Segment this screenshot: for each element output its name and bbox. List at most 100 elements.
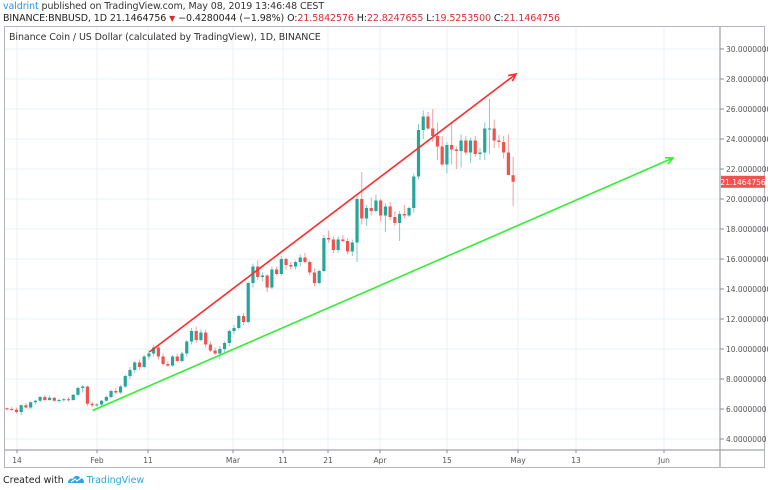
candle [416,124,421,180]
candle [14,407,19,414]
low-label: L: [426,13,435,24]
candle [341,235,345,243]
candle [407,206,411,217]
candle [104,395,108,402]
candle [227,329,231,346]
tradingview-brand-link[interactable]: TradingView [86,475,145,486]
candle [473,136,477,157]
candle [33,400,37,405]
candle [421,110,425,139]
high-label: H: [356,13,367,24]
candle [336,236,340,253]
candle [322,235,326,273]
publish-info: valdrint published on TradingView.com, M… [3,1,324,12]
chart-title: Binance Coin / US Dollar (calculated by … [9,32,321,43]
candle [161,353,165,366]
candle [275,266,279,276]
price-tick-label: 18.0000000 [726,225,768,234]
candle [19,404,23,415]
created-with-text: Created with [3,475,64,486]
time-tick-label: Apr [374,456,388,465]
author-link[interactable]: valdrint [3,1,39,12]
price-tick-label: 4.0000000 [726,435,767,444]
candle [62,397,66,402]
support-trendline[interactable] [92,156,675,412]
candle [170,355,175,367]
candle [350,239,354,256]
candle [246,281,250,324]
time-tick-label: Mar [226,456,241,465]
candle [383,203,387,232]
price-tick-label: 30.0000000 [726,45,768,54]
time-axis[interactable]: 14 Feb 11 Mar 11 21 Apr 15 May 13 Jun [12,450,670,465]
candle [487,98,492,154]
price-tick-label: 22.0000000 [726,165,768,174]
candle [222,341,227,352]
open-label: O: [287,13,298,24]
candle [303,253,307,264]
candle [118,385,123,394]
open-value: 21.5842576 [297,13,354,24]
candle [327,230,331,243]
candle [218,346,222,360]
candle [90,401,94,408]
candle [237,314,241,330]
price-tick-label: 24.0000000 [726,135,768,144]
candles [5,98,515,415]
resistance-trendline[interactable] [148,72,518,353]
down-triangle-icon: ▼ [169,14,176,23]
price-axis[interactable]: 30.0000000 28.0000000 26.0000000 24.0000000… [720,45,768,444]
candle [364,205,369,226]
candle [388,202,392,220]
candle [289,262,293,270]
candle [440,136,444,166]
candle [459,134,463,168]
time-tick-label: Feb [90,456,104,465]
candle [241,313,246,325]
time-tick-label: 11 [143,456,153,465]
candle [100,400,104,406]
candle [412,173,416,213]
symbol-label: BINANCE:BNBUSD, 1D [3,13,107,24]
candle [450,122,454,165]
candle [492,119,496,148]
candle [298,254,302,267]
candle [464,136,468,156]
gridlines [5,27,720,450]
candle [137,359,142,370]
candle [260,272,265,282]
candle [393,211,397,226]
candle [142,355,146,369]
candle [265,274,269,292]
price-tick-label: 12.0000000 [726,315,768,324]
candle [435,122,440,160]
candle [360,172,364,225]
candle [270,266,274,289]
time-tick-label: 14 [12,456,22,465]
candle [445,142,449,174]
candle [506,134,510,175]
footer-attribution: Created with TradingView [3,474,144,487]
candle [133,361,137,373]
candle [502,136,506,159]
candle [345,238,350,255]
candle [47,395,52,401]
last-price: 21.1464756 [109,13,167,24]
high-value: 22.8247655 [366,13,424,24]
chart-frame [4,26,765,468]
price-tick-label: 26.0000000 [726,105,768,114]
candle [208,341,212,352]
candle [355,196,359,262]
price-tick-label: 10.0000000 [726,345,768,354]
candle [24,403,28,409]
candle [213,347,217,355]
candle [402,205,406,219]
candle [10,406,14,412]
last-price-label: 21.1464756 [720,175,766,188]
candle [317,269,321,285]
candle [175,353,179,363]
candle [232,325,236,334]
candle [478,148,482,160]
time-tick-label: 21 [323,456,333,465]
